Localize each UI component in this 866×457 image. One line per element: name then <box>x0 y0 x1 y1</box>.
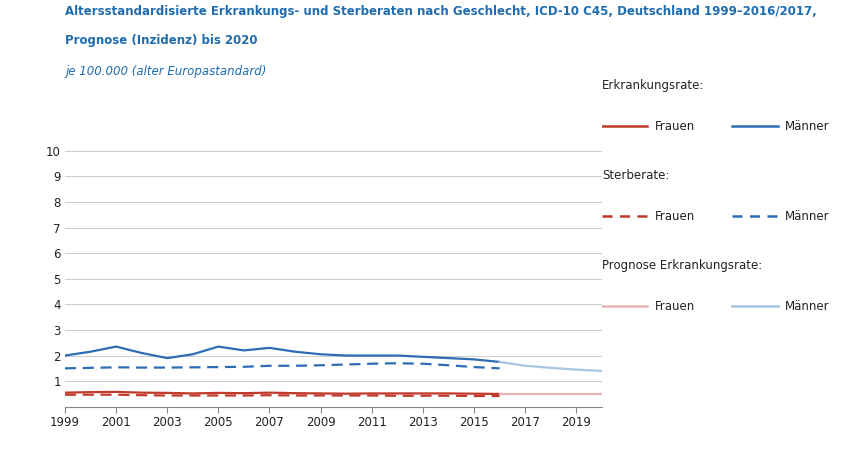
Text: je 100.000 (alter Europastandard): je 100.000 (alter Europastandard) <box>65 65 267 78</box>
Text: Frauen: Frauen <box>655 120 695 133</box>
Text: Männer: Männer <box>785 210 830 223</box>
Text: Frauen: Frauen <box>655 210 695 223</box>
Text: Sterberate:: Sterberate: <box>602 170 669 182</box>
Text: Männer: Männer <box>785 300 830 313</box>
Text: Frauen: Frauen <box>655 300 695 313</box>
Text: Prognose Erkrankungsrate:: Prognose Erkrankungsrate: <box>602 260 762 272</box>
Text: Männer: Männer <box>785 120 830 133</box>
Text: Erkrankungsrate:: Erkrankungsrate: <box>602 79 704 92</box>
Text: Prognose (Inzidenz) bis 2020: Prognose (Inzidenz) bis 2020 <box>65 34 257 47</box>
Text: Altersstandardisierte Erkrankungs- und Sterberaten nach Geschlecht, ICD-10 C45, : Altersstandardisierte Erkrankungs- und S… <box>65 5 817 17</box>
